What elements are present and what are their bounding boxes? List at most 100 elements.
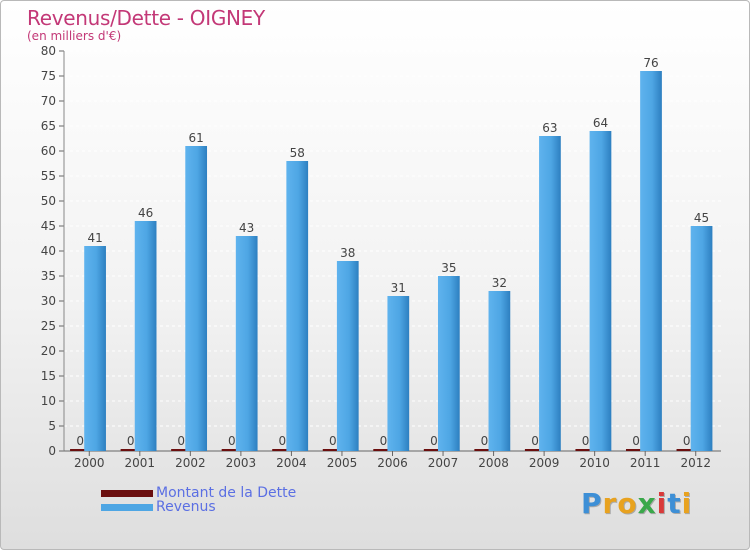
x-tick-label: 2000 <box>74 456 105 470</box>
data-labels: 0 41 0 46 0 61 0 43 0 58 0 38 0 31 0 35 0 32 0 63 0 64 0 76 0 45 <box>76 56 709 448</box>
x-tick-label: 2005 <box>327 456 358 470</box>
proxiti-logo: Proxiti <box>581 487 692 520</box>
bar-revenus <box>539 136 561 451</box>
y-tick-label: 75 <box>41 69 56 83</box>
x-tick-label: 2006 <box>377 456 408 470</box>
y-tick-label: 40 <box>41 244 56 258</box>
y-tick-label: 70 <box>41 94 56 108</box>
logo-letter: i <box>681 487 693 520</box>
data-label-revenus: 64 <box>593 116 608 130</box>
y-tick-label: 50 <box>41 194 56 208</box>
bar-dette <box>524 449 546 451</box>
y-tick-label: 5 <box>48 419 56 433</box>
bar-dette <box>373 449 394 451</box>
bar-revenus <box>488 291 511 451</box>
data-label-dette: 0 <box>632 434 640 448</box>
x-tick-label: 2001 <box>125 456 156 470</box>
y-tick-label: 80 <box>41 44 56 58</box>
bar-revenus <box>437 276 460 451</box>
y-tick-label: 60 <box>41 144 56 158</box>
data-label-dette: 0 <box>430 434 438 448</box>
data-label-dette: 0 <box>329 434 337 448</box>
x-tick-label: 2011 <box>630 456 661 470</box>
y-tick-label: 30 <box>41 294 56 308</box>
data-label-dette: 0 <box>279 434 287 448</box>
data-label-revenus: 61 <box>189 131 204 145</box>
bar-dette <box>676 449 697 451</box>
bar-dette <box>423 449 445 451</box>
legend-label-dette: Montant de la Dette <box>156 485 297 501</box>
x-tick-label: 2010 <box>579 456 610 470</box>
data-label-dette: 0 <box>582 434 590 448</box>
x-tick-label: 2004 <box>276 456 307 470</box>
bar-revenus <box>640 71 662 451</box>
y-tick-label: 10 <box>41 394 56 408</box>
x-tick-label: 2009 <box>529 456 560 470</box>
bar-dette <box>474 449 495 451</box>
legend-swatch-revenus <box>101 504 153 511</box>
logo-letter: t <box>667 487 682 520</box>
data-label-dette: 0 <box>683 434 691 448</box>
logo-letter: i <box>656 487 668 520</box>
data-label-dette: 0 <box>76 434 84 448</box>
data-label-dette: 0 <box>127 434 135 448</box>
chart-title: Revenus/Dette - OIGNEY <box>27 6 265 30</box>
x-tick-label: 2007 <box>428 456 459 470</box>
data-label-revenus: 46 <box>138 206 153 220</box>
data-label-dette: 0 <box>228 434 236 448</box>
bars <box>70 71 713 451</box>
bar-dette <box>625 449 647 451</box>
bar-revenus <box>387 296 410 451</box>
bar-dette <box>70 449 91 451</box>
data-label-dette: 0 <box>531 434 539 448</box>
data-label-revenus: 63 <box>542 121 557 135</box>
bar-revenus <box>336 261 359 451</box>
y-tick-label: 15 <box>41 369 56 383</box>
bar-dette <box>575 449 596 451</box>
y-tick-label: 20 <box>41 344 56 358</box>
data-label-revenus: 35 <box>441 261 456 275</box>
bar-dette <box>221 449 242 451</box>
bar-revenus <box>235 236 258 451</box>
bar-dette <box>272 449 293 451</box>
logo-letter: o <box>617 487 638 520</box>
data-label-revenus: 58 <box>290 146 305 160</box>
bar-dette <box>322 449 343 451</box>
data-label-revenus: 43 <box>239 221 254 235</box>
bar-dette <box>120 449 141 451</box>
data-label-revenus: 38 <box>340 246 355 260</box>
y-tick-label: 0 <box>48 444 56 458</box>
legend-label-revenus: Revenus <box>156 499 216 515</box>
bar-revenus <box>690 226 713 451</box>
data-label-revenus: 41 <box>87 231 102 245</box>
y-tick-label: 25 <box>41 319 56 333</box>
bar-revenus <box>185 146 208 451</box>
data-label-revenus: 45 <box>694 211 709 225</box>
y-tick-label: 55 <box>41 169 56 183</box>
bar-revenus <box>589 131 612 451</box>
bar-revenus <box>286 161 309 451</box>
logo-letter: P <box>581 487 603 520</box>
data-label-dette: 0 <box>481 434 489 448</box>
data-label-revenus: 32 <box>492 276 507 290</box>
data-label-dette: 0 <box>177 434 185 448</box>
legend-swatch-dette <box>101 490 153 497</box>
data-label-revenus: 31 <box>391 281 406 295</box>
chart-subtitle: (en milliers d'€) <box>27 29 122 43</box>
logo-letter: r <box>602 487 618 520</box>
y-tick-label: 35 <box>41 269 56 283</box>
x-tick-label: 2012 <box>680 456 711 470</box>
x-tick-label: 2008 <box>478 456 509 470</box>
data-label-dette: 0 <box>380 434 388 448</box>
x-tick-label: 2002 <box>175 456 206 470</box>
bar-revenus <box>84 246 106 451</box>
y-tick-label: 45 <box>41 219 56 233</box>
bar-dette <box>171 449 192 451</box>
x-tick-label: 2003 <box>226 456 257 470</box>
data-label-revenus: 76 <box>643 56 658 70</box>
logo-letter: x <box>637 487 657 520</box>
bar-revenus <box>134 221 157 451</box>
y-tick-label: 65 <box>41 119 56 133</box>
